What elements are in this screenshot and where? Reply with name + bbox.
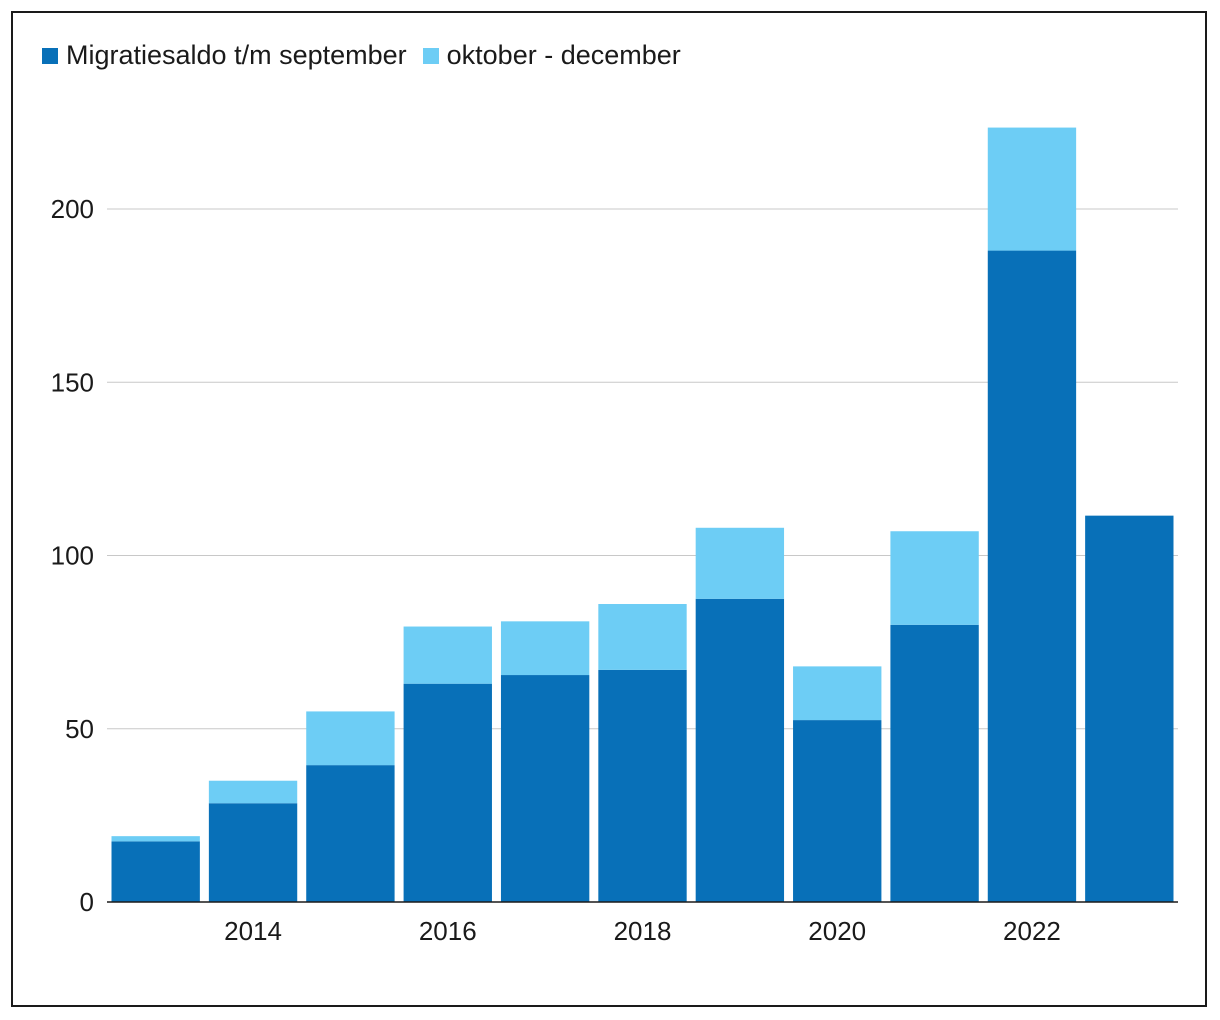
- y-tick-label: 150: [51, 367, 94, 397]
- y-tick-label: 0: [80, 887, 94, 917]
- x-tick-label: 2020: [808, 916, 866, 946]
- bar-2023-series-1: [1085, 515, 1174, 902]
- bar-2021-series-2: [890, 531, 979, 625]
- bar-2014-series-2: [208, 780, 298, 804]
- bar-2016-series-2: [403, 626, 492, 684]
- y-tick-label: 200: [51, 194, 94, 224]
- y-tick-label: 50: [65, 714, 94, 744]
- legend-swatch-series-2: [422, 47, 439, 64]
- bar-2019-series-1: [695, 598, 785, 902]
- x-tick-label: 2018: [614, 916, 672, 946]
- bar-2015-series-1: [306, 765, 395, 902]
- bar-2022-series-1: [987, 250, 1077, 902]
- bar-2021-series-1: [890, 624, 979, 902]
- bar-2013-series-2: [111, 836, 200, 842]
- bar-2020-series-1: [793, 720, 882, 902]
- bar-2020-series-2: [793, 666, 882, 721]
- chart-legend: Migratiesaldo t/m september oktober - de…: [42, 40, 697, 71]
- legend-item-series-1: Migratiesaldo t/m september: [42, 40, 407, 71]
- y-tick-label: 100: [51, 541, 94, 571]
- bar-2022-series-2: [987, 127, 1077, 251]
- legend-label-series-1: Migratiesaldo t/m september: [66, 40, 407, 70]
- x-tick-label: 2014: [224, 916, 282, 946]
- legend-item-series-2: oktober - december: [422, 40, 681, 71]
- legend-label-series-2: oktober - december: [446, 40, 681, 70]
- bar-2014-series-1: [208, 803, 298, 902]
- bar-2019-series-2: [695, 527, 785, 599]
- bar-2015-series-2: [306, 711, 395, 766]
- x-tick-label: 2016: [419, 916, 477, 946]
- x-tick-label: 2022: [1003, 916, 1061, 946]
- legend-swatch-series-1: [42, 47, 58, 64]
- bar-2018-series-1: [598, 669, 687, 902]
- bar-2016-series-1: [403, 683, 492, 902]
- bar-2017-series-1: [500, 675, 590, 902]
- bar-2013-series-1: [111, 841, 200, 902]
- bar-2017-series-2: [500, 621, 590, 676]
- bar-2018-series-2: [598, 604, 687, 670]
